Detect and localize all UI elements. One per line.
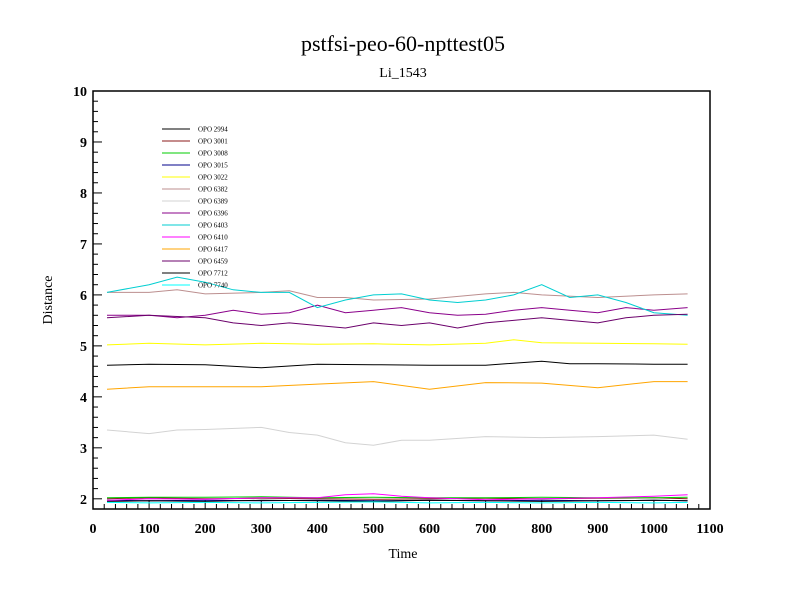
x-tick-label: 900 <box>587 522 608 537</box>
legend-label: OPO 6403 <box>198 222 228 230</box>
y-tick-label: 5 <box>80 340 87 355</box>
y-axis-label: Distance <box>41 276 56 325</box>
series-line <box>106 499 688 502</box>
legend-label: OPO 6389 <box>198 198 228 206</box>
series-line <box>106 339 688 346</box>
series-lines <box>106 276 688 504</box>
y-tick-label: 4 <box>80 391 87 406</box>
legend-label: OPO 6396 <box>198 210 228 218</box>
y-tick-label: 8 <box>80 187 87 202</box>
chart-subtitle: Li_1543 <box>379 66 426 81</box>
x-tick-label: 200 <box>195 522 216 537</box>
series-line <box>106 276 688 316</box>
series-line <box>106 381 688 390</box>
y-tick-label: 2 <box>80 493 87 508</box>
y-axis: 2 3 4 5 6 7 8 9 10 <box>73 85 102 510</box>
x-axis: 0 100 200 300 400 500 600 700 800 900 1000 1100 <box>90 500 724 537</box>
x-tick-label: 100 <box>139 522 160 537</box>
x-axis-label: Time <box>388 547 417 562</box>
x-tick-label: 700 <box>475 522 496 537</box>
legend-label: OPO 6417 <box>198 246 228 254</box>
series-line <box>106 493 688 501</box>
x-tick-label: 400 <box>307 522 328 537</box>
series-line <box>106 313 688 329</box>
x-tick-label: 600 <box>419 522 440 537</box>
series-line <box>106 360 688 369</box>
y-tick-label: 3 <box>80 442 87 457</box>
x-tick-label: 800 <box>531 522 552 537</box>
x-tick-label: 1100 <box>696 522 723 537</box>
legend-label: OPO 3008 <box>198 150 228 158</box>
x-tick-label: 1000 <box>640 522 668 537</box>
x-tick-label: 500 <box>363 522 384 537</box>
legend-label: OPO 6410 <box>198 234 228 242</box>
plot-frame <box>92 90 711 510</box>
series-line <box>106 426 688 446</box>
legend-label: OPO 6459 <box>198 258 228 266</box>
legend-label: OPO 6382 <box>198 186 228 194</box>
legend-label: OPO 3015 <box>198 162 228 170</box>
y-tick-label: 6 <box>80 289 87 304</box>
legend-label: OPO 3022 <box>198 174 228 182</box>
series-line <box>107 289 688 301</box>
legend-label: OPO 7740 <box>198 282 228 290</box>
legend-label: OPO 2994 <box>198 126 228 134</box>
y-tick-label: 10 <box>73 85 87 100</box>
y-tick-label: 9 <box>80 136 87 151</box>
series-line <box>107 304 688 319</box>
chart-title: pstfsi-peo-60-npttest05 <box>301 31 505 56</box>
legend-label: OPO 3001 <box>198 138 228 146</box>
y-tick-label: 7 <box>80 238 87 253</box>
x-tick-label: 300 <box>251 522 272 537</box>
legend: OPO 2994 OPO 3001 OPO 3008 OPO 3015 OPO 3022… <box>162 126 228 290</box>
legend-label: OPO 7712 <box>198 270 228 278</box>
series-line <box>106 501 688 504</box>
x-tick-label: 0 <box>90 522 97 537</box>
